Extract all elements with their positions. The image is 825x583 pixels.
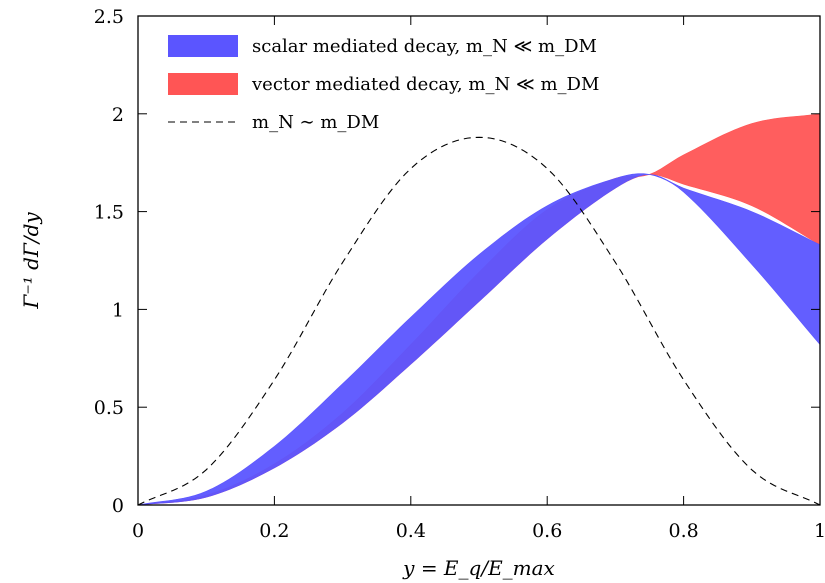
legend: scalar mediated decay, m_N ≪ m_DMvector … [168,35,599,133]
y-axis-label: Γ⁻¹ dΓ/dy [19,212,43,310]
x-tick-label: 0.8 [668,520,698,542]
y-tick-label: 2 [112,104,124,126]
line-series-2 [137,136,821,506]
band-series-0 [137,173,821,506]
axis-ticks: 0 0.2 0.4 0.6 0.8 1 0 0.5 1 1.5 2 2.5 [94,6,825,542]
x-axis-label: y = E_q/E_max [402,556,555,580]
legend-label: scalar mediated decay, m_N ≪ m_DM [252,36,597,57]
y-tick-label: 1 [112,299,124,321]
data-bands [137,113,821,506]
legend-label: m_N ∼ m_DM [252,112,379,133]
x-tick-label: 0 [132,520,144,542]
x-tick-label: 0.2 [259,520,289,542]
x-tick-label: 1 [814,520,825,542]
legend-swatch [168,73,238,95]
legend-label: vector mediated decay, m_N ≪ m_DM [251,74,599,95]
legend-swatch [168,35,238,57]
x-tick-label: 0.4 [396,520,426,542]
plot-frame [137,15,821,506]
y-tick-label: 1.5 [94,202,124,224]
data-lines [137,136,821,506]
y-tick-label: 0 [112,495,124,517]
x-tick-label: 0.6 [532,520,562,542]
y-tick-label: 2.5 [94,6,124,28]
y-tick-label: 0.5 [94,397,124,419]
band-series-1 [137,113,821,506]
